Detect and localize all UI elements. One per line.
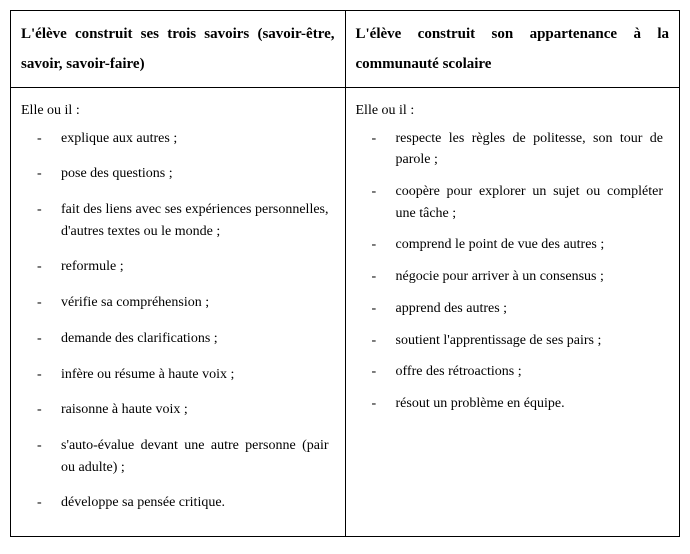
right-list: respecte les règles de politesse, son to…	[356, 128, 670, 425]
list-item: coopère pour explorer un sujet ou complé…	[384, 181, 670, 234]
list-item: vérifie sa compréhension ;	[49, 292, 335, 328]
cell-left: Elle ou il : explique aux autres ; pose …	[11, 88, 346, 537]
list-item: s'auto-évalue devant une autre personne …	[49, 435, 335, 492]
list-item: développe sa pensée critique.	[49, 492, 335, 528]
list-item: explique aux autres ;	[49, 128, 335, 164]
intro-left: Elle ou il :	[21, 100, 335, 122]
list-item: infère ou résume à haute voix ;	[49, 364, 335, 400]
list-item: respecte les règles de politesse, son to…	[384, 128, 670, 181]
list-item: négocie pour arriver à un consensus ;	[384, 266, 670, 298]
header-left: L'élève construit ses trois savoirs (sav…	[11, 11, 346, 88]
intro-right: Elle ou il :	[356, 100, 670, 122]
list-item: comprend le point de vue des autres ;	[384, 234, 670, 266]
list-item: demande des clarifications ;	[49, 328, 335, 364]
left-list: explique aux autres ; pose des questions…	[21, 128, 335, 528]
list-item: pose des questions ;	[49, 163, 335, 199]
list-item: soutient l'apprentissage de ses pairs ;	[384, 330, 670, 362]
list-item: résout un problème en équipe.	[384, 393, 670, 425]
list-item: offre des rétroactions ;	[384, 361, 670, 393]
list-item: reformule ;	[49, 256, 335, 292]
list-item: raisonne à haute voix ;	[49, 399, 335, 435]
header-right: L'élève construit son appartenance à la …	[345, 11, 680, 88]
list-item: fait des liens avec ses expériences pers…	[49, 199, 335, 256]
savoirs-table: L'élève construit ses trois savoirs (sav…	[10, 10, 680, 537]
cell-right: Elle ou il : respecte les règles de poli…	[345, 88, 680, 537]
list-item: apprend des autres ;	[384, 298, 670, 330]
